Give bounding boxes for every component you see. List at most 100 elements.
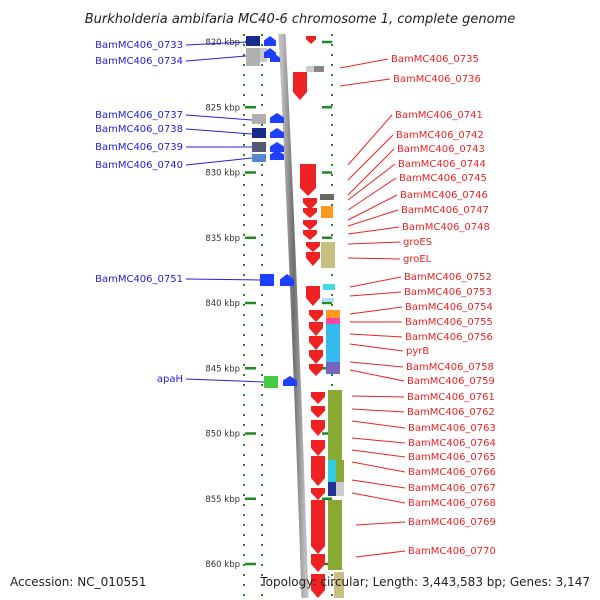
gene-feature-block [326,324,340,332]
forward-gene-arrow [309,364,323,376]
forward-gene-label[interactable]: pyrB [406,346,429,357]
genome-summary-text: Topology: circular; Length: 3,443,583 bp… [259,575,590,589]
forward-gene-label[interactable]: BamMC406_0763 [408,423,496,434]
leader-line [349,276,402,288]
forward-gene-label[interactable]: BamMC406_0758 [406,362,494,373]
forward-gene-arrow [300,164,316,196]
reverse-gene-arrow [270,142,284,152]
forward-gene-label[interactable]: BamMC406_0748 [402,222,490,233]
leader-line [349,291,402,297]
forward-gene-label[interactable]: BamMC406_0759 [407,376,495,387]
map-title: Burkholderia ambifaria MC40-6 chromosome… [85,12,515,27]
leader-line [349,369,405,382]
forward-gene-arrow [306,286,320,306]
forward-gene-label[interactable]: BamMC406_0768 [408,498,496,509]
leader-line [347,114,393,166]
leader-line [185,128,253,135]
leader-line [347,163,396,201]
forward-gene-label[interactable]: BamMC406_0743 [397,144,485,155]
forward-gene-label[interactable]: BamMC406_0754 [405,302,493,313]
gene-feature-block [328,500,342,570]
forward-gene-label[interactable]: BamMC406_0765 [408,452,496,463]
gene-feature-block [314,66,324,72]
forward-gene-label[interactable]: BamMC406_0746 [400,190,488,201]
forward-gene-label[interactable]: BamMC406_0770 [408,546,496,557]
leader-line [351,492,406,504]
forward-gene-arrow [311,574,325,598]
forward-gene-label[interactable]: BamMC406_0753 [404,287,492,298]
leader-line [347,209,399,227]
reverse-gene-arrow [264,36,276,46]
forward-gene-arrow [311,440,325,456]
axis-tick-label: 835 kbp [205,234,240,244]
leader-line [347,241,401,245]
forward-gene-arrow [293,72,307,100]
forward-gene-arrow [303,198,317,210]
forward-gene-label[interactable]: BamMC406_0762 [407,407,495,418]
forward-gene-label[interactable]: BamMC406_0766 [408,467,496,478]
leader-line [347,148,395,196]
forward-gene-label[interactable]: BamMC406_0769 [408,517,496,528]
gene-feature-block [321,242,335,268]
forward-gene-arrow [311,456,325,486]
forward-gene-label[interactable]: groES [403,237,432,248]
leader-line [349,306,403,315]
forward-gene-label[interactable]: groEL [403,254,432,265]
leader-line [349,343,404,352]
gene-feature-block [326,332,340,362]
forward-gene-arrow [309,322,323,336]
leader-line [185,278,261,281]
reverse-gene-arrow [270,150,284,160]
gene-feature-block [336,460,344,482]
forward-gene-label[interactable]: BamMC406_0755 [405,317,493,328]
forward-gene-label[interactable]: BamMC406_0756 [405,332,493,343]
gene-feature-block [260,48,267,62]
forward-gene-label[interactable]: BamMC406_0736 [393,74,481,85]
forward-gene-label[interactable]: BamMC406_0761 [407,392,495,403]
axis-tick-label: 860 kbp [205,560,240,570]
forward-gene-label[interactable]: BamMC406_0752 [404,272,492,283]
forward-gene-label[interactable]: BamMC406_0741 [395,110,483,121]
forward-gene-label[interactable]: BamMC406_0735 [391,54,479,65]
leader-line [351,479,406,489]
leader-line [355,550,406,558]
reverse-gene-label[interactable]: apaH [157,374,183,385]
forward-gene-arrow [306,36,316,44]
leader-line [347,257,401,260]
leader-line [351,408,405,413]
forward-gene-label[interactable]: BamMC406_0747 [401,205,489,216]
reverse-gene-label[interactable]: BamMC406_0738 [95,124,183,135]
forward-gene-label[interactable]: BamMC406_0745 [399,173,487,184]
forward-gene-label[interactable]: BamMC406_0742 [396,130,484,141]
forward-gene-label[interactable]: BamMC406_0764 [408,438,496,449]
gene-feature-block [264,376,278,388]
forward-gene-label[interactable]: BamMC406_0744 [398,159,486,170]
gene-feature-block [252,128,266,138]
reverse-gene-label[interactable]: BamMC406_0734 [95,56,183,67]
reverse-gene-label[interactable]: BamMC406_0740 [95,160,183,171]
leader-line [185,114,253,121]
forward-gene-arrow [309,350,323,364]
reverse-gene-arrow [270,128,284,138]
leader-line [347,194,398,221]
gene-feature-block [328,390,342,460]
reverse-gene-label[interactable]: BamMC406_0733 [95,40,183,51]
reverse-gene-label[interactable]: BamMC406_0739 [95,142,183,153]
reverse-gene-label[interactable]: BamMC406_0737 [95,110,183,121]
gene-feature-block [336,482,344,496]
leader-line [347,134,394,181]
gene-feature-block [320,194,334,200]
axis-tick-label: 830 kbp [205,169,240,179]
leader-line [185,41,247,46]
forward-gene-label[interactable]: BamMC406_0767 [408,483,496,494]
reverse-gene-label[interactable]: BamMC406_0751 [95,274,183,285]
gene-feature-block [326,362,340,374]
reverse-gene-arrow [283,376,297,386]
forward-gene-arrow [311,392,325,404]
gene-feature-block [252,142,266,152]
axis-tick-label: 855 kbp [205,495,240,505]
leader-line [339,78,391,87]
gene-labels: BamMC406_0733 BamMC406_0734 BamMC406_0737 B… [95,40,496,557]
leader-line [347,177,397,211]
